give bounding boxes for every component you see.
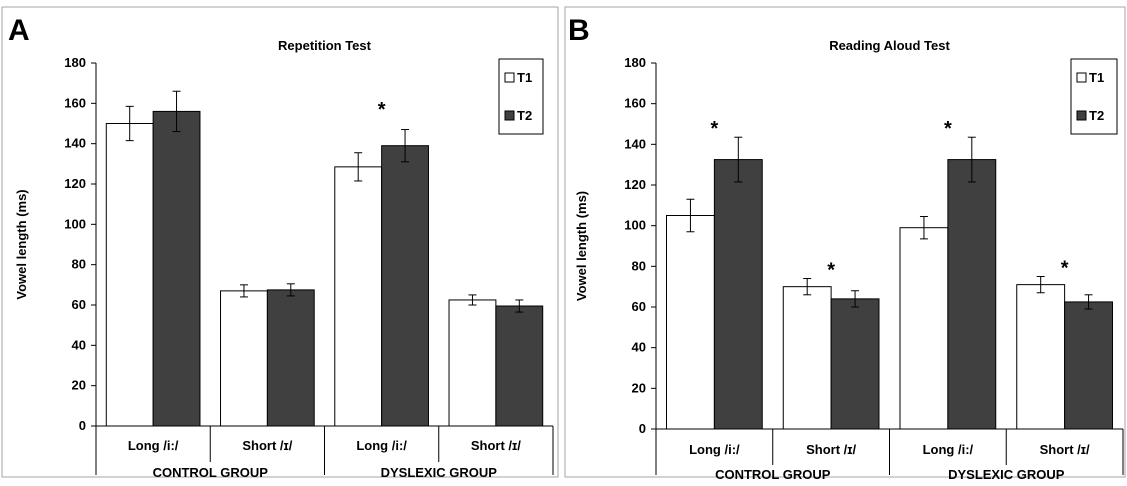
y-tick-label: 60: [72, 297, 86, 312]
y-tick-label: 80: [72, 257, 86, 272]
bar-t1: [334, 166, 383, 427]
y-tick-label: 80: [632, 258, 646, 273]
legend-label: T2: [517, 108, 532, 123]
y-tick-label: 0: [639, 421, 646, 436]
bar-t1: [782, 286, 832, 430]
panel-letter: B: [568, 14, 590, 47]
chart-panel-a: A Repetition Test 0 20 40 60 80 100 120 140 160 180…: [0, 0, 560, 486]
bar-t1: [220, 290, 268, 427]
y-tick-label: 40: [632, 340, 646, 355]
y-tick-label: 0: [79, 418, 86, 433]
y-axis-title: Vowel length (ms): [574, 191, 589, 301]
y-tick-label: 180: [624, 55, 646, 70]
bar-t2: [830, 298, 880, 430]
significance-marker: *: [944, 118, 952, 140]
y-axis-title: Vowel length (ms): [14, 189, 29, 299]
significance-marker: *: [827, 260, 835, 282]
legend-label: T1: [1089, 70, 1104, 85]
bar-t2: [266, 289, 315, 427]
bar-t1: [899, 227, 949, 430]
bar-t2: [1064, 301, 1113, 430]
chart-title: Repetition Test: [278, 38, 372, 53]
bar-t1: [105, 123, 154, 427]
y-tick-label: 100: [624, 218, 646, 233]
y-tick-label: 140: [624, 136, 646, 151]
bar-t2: [713, 159, 763, 430]
x-group-label: CONTROL GROUP: [715, 467, 831, 482]
x-category-label: Short /ɪ/: [806, 442, 856, 457]
x-category-label: Long /i:/: [356, 438, 407, 453]
chart-panel-b: B Reading Aloud Test 0 20 40 60 80 100 120 140 160…: [562, 0, 1127, 486]
legend-box: [1070, 58, 1118, 135]
x-category-label: Short /ɪ/: [1040, 442, 1090, 457]
bar-t2: [947, 159, 997, 430]
significance-marker: *: [1061, 258, 1069, 280]
y-tick-label: 20: [632, 380, 646, 395]
x-group-label: DYSLEXIC GROUP: [948, 467, 1065, 482]
legend-swatch-t2: [504, 110, 515, 121]
y-tick-label: 40: [72, 337, 86, 352]
significance-marker: *: [710, 118, 718, 140]
x-category-label: Short /ɪ/: [242, 438, 292, 453]
bar-t1: [666, 215, 715, 430]
x-group-label: DYSLEXIC GROUP: [381, 465, 498, 480]
chart-frame: [1, 6, 559, 478]
chart-svg: A Repetition Test 0 20 40 60 80 100 120 140 160 180…: [1, 6, 559, 480]
legend-label: T2: [1089, 108, 1104, 123]
y-tick-label: 60: [632, 299, 646, 314]
legend-swatch-t1: [504, 72, 515, 83]
chart-svg: B Reading Aloud Test 0 20 40 60 80 100 120 140 160…: [564, 6, 1126, 482]
legend-swatch-t1: [1076, 72, 1087, 83]
y-tick-label: 20: [72, 378, 86, 393]
legend-label: T1: [517, 70, 532, 85]
bar-t2: [495, 305, 544, 427]
y-tick-label: 140: [64, 136, 86, 151]
chart-title: Reading Aloud Test: [829, 38, 950, 53]
x-category-label: Long /i:/: [689, 442, 740, 457]
legend-swatch-t2: [1076, 110, 1087, 121]
panel-letter: A: [8, 14, 30, 47]
y-tick-label: 160: [64, 95, 86, 110]
significance-marker: *: [378, 99, 386, 121]
chart-frame: [564, 6, 1126, 478]
y-tick-label: 100: [64, 216, 86, 231]
bar-t2: [152, 110, 201, 427]
x-category-label: Short /ɪ/: [471, 438, 521, 453]
x-group-label: CONTROL GROUP: [153, 465, 269, 480]
y-tick-label: 120: [624, 177, 646, 192]
bar-t1: [1016, 284, 1066, 430]
bar-t2: [381, 145, 429, 427]
x-category-label: Long /i:/: [128, 438, 179, 453]
x-category-label: Long /i:/: [923, 442, 974, 457]
y-tick-label: 180: [64, 55, 86, 70]
y-tick-label: 160: [624, 96, 646, 111]
legend-box: [498, 58, 544, 135]
y-tick-label: 120: [64, 176, 86, 191]
bar-t1: [448, 299, 497, 427]
